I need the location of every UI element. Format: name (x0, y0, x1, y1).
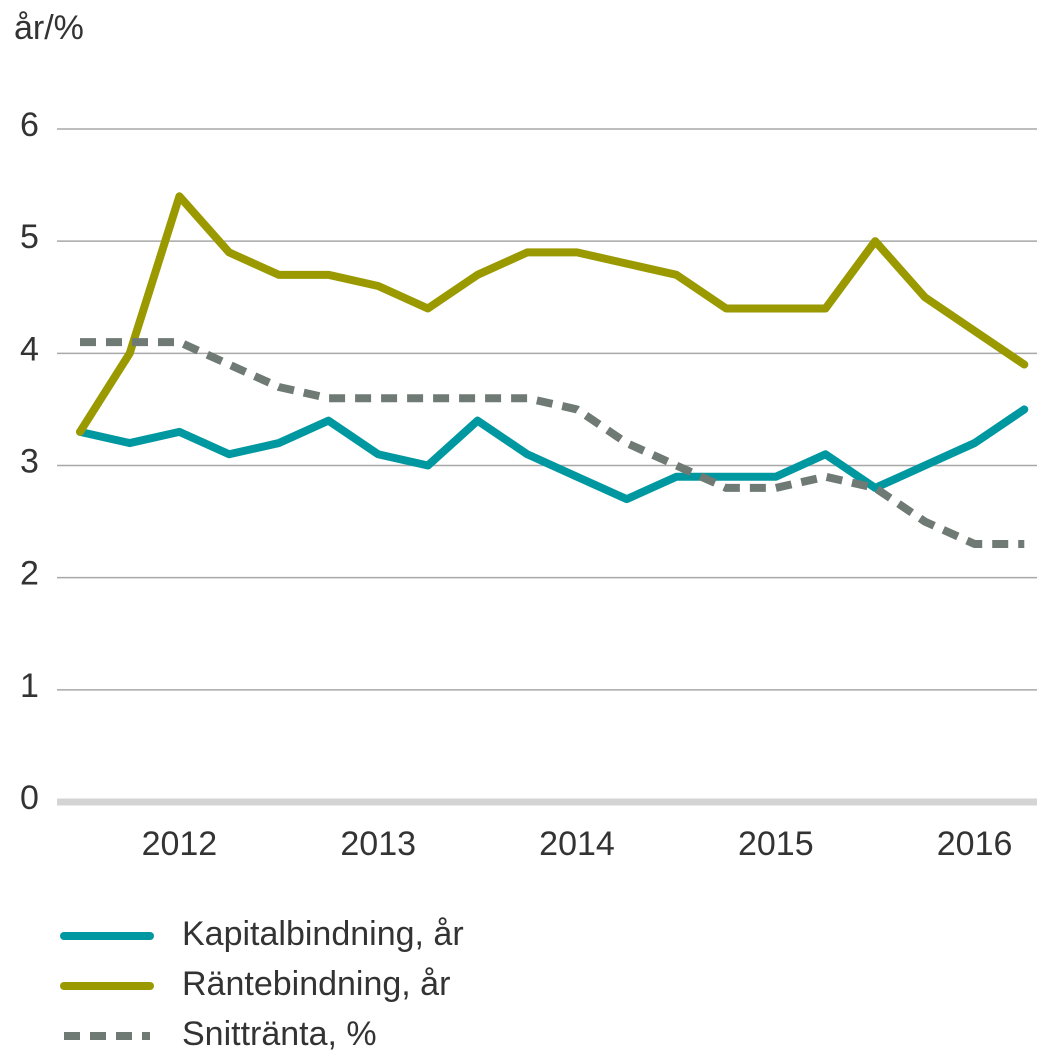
y-tick-label: 0 (20, 779, 39, 817)
y-tick-label: 6 (20, 106, 39, 144)
y-tick-label: 4 (20, 330, 39, 368)
x-tick-label: 2015 (738, 825, 814, 863)
y-tick-label: 1 (20, 667, 39, 705)
y-tick-label: 3 (20, 442, 39, 480)
x-tick-label: 2016 (937, 825, 1013, 863)
series-line (80, 338, 1025, 549)
series-line (76, 192, 1029, 436)
legend-label: Snittränta, % (182, 1015, 377, 1053)
x-tick-label: 2012 (142, 825, 218, 863)
legend-label: Räntebindning, år (182, 965, 450, 1003)
legend-label: Kapitalbindning, år (182, 915, 464, 953)
y-tick-label: 5 (20, 218, 39, 256)
series-line (76, 405, 1029, 504)
y-axis-label: år/% (14, 9, 84, 47)
y-tick-label: 2 (20, 555, 39, 593)
x-tick-label: 2013 (340, 825, 416, 863)
x-tick-label: 2014 (539, 825, 615, 863)
